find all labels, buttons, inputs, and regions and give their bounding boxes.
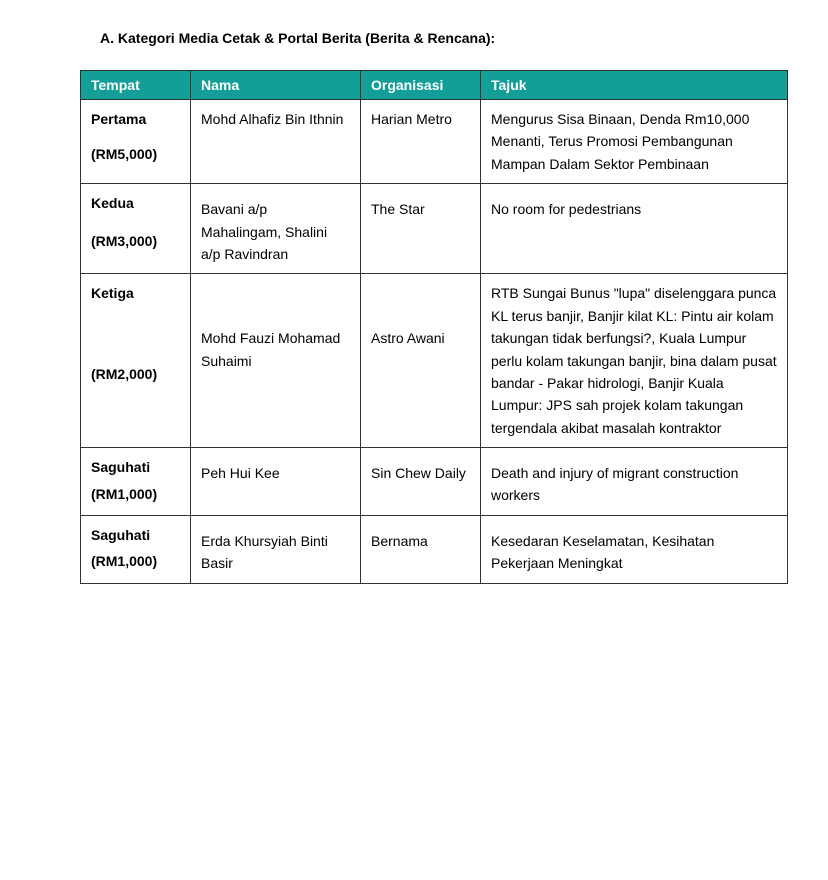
table-row: Saguhati Peh Hui Kee Sin Chew Daily Deat… bbox=[81, 448, 788, 483]
table-header-row: Tempat Nama Organisasi Tajuk bbox=[81, 71, 788, 100]
cell-prize: (RM5,000) bbox=[81, 143, 191, 184]
cell-nama: Peh Hui Kee bbox=[191, 448, 361, 516]
cell-tajuk: Kesedaran Keselamatan, Kesihatan Pekerja… bbox=[481, 515, 788, 583]
cell-place: Pertama bbox=[81, 100, 191, 143]
col-header-tempat: Tempat bbox=[81, 71, 191, 100]
cell-prize: (RM1,000) bbox=[81, 483, 191, 516]
cell-org: Bernama bbox=[361, 515, 481, 583]
cell-prize: (RM3,000) bbox=[81, 230, 191, 274]
cell-nama: Erda Khursyiah Binti Basir bbox=[191, 515, 361, 583]
col-header-organisasi: Organisasi bbox=[361, 71, 481, 100]
section-heading: A. Kategori Media Cetak & Portal Berita … bbox=[100, 30, 768, 46]
table-row: Kedua Bavani a/p Mahalingam, Shalini a/p… bbox=[81, 184, 788, 230]
cell-org: The Star bbox=[361, 184, 481, 274]
cell-org: Harian Metro bbox=[361, 100, 481, 184]
cell-nama: Bavani a/p Mahalingam, Shalini a/p Ravin… bbox=[191, 184, 361, 274]
col-header-tajuk: Tajuk bbox=[481, 71, 788, 100]
awards-table: Tempat Nama Organisasi Tajuk Pertama Moh… bbox=[80, 70, 788, 584]
cell-org: Sin Chew Daily bbox=[361, 448, 481, 516]
cell-nama: Mohd Alhafiz Bin Ithnin bbox=[191, 100, 361, 184]
table-row: Saguhati Erda Khursyiah Binti Basir Bern… bbox=[81, 515, 788, 550]
cell-org: Astro Awani bbox=[361, 274, 481, 448]
cell-prize: (RM1,000) bbox=[81, 550, 191, 583]
col-header-nama: Nama bbox=[191, 71, 361, 100]
cell-tajuk: RTB Sungai Bunus "lupa" diselenggara pun… bbox=[481, 274, 788, 448]
cell-tajuk: No room for pedestrians bbox=[481, 184, 788, 274]
table-row: Pertama Mohd Alhafiz Bin Ithnin Harian M… bbox=[81, 100, 788, 143]
cell-place: Kedua bbox=[81, 184, 191, 230]
cell-nama: Mohd Fauzi Mohamad Suhaimi bbox=[191, 274, 361, 448]
table-row: Ketiga Mohd Fauzi Mohamad Suhaimi Astro … bbox=[81, 274, 788, 364]
cell-prize: (RM2,000) bbox=[81, 363, 191, 447]
cell-place: Ketiga bbox=[81, 274, 191, 364]
cell-place: Saguhati bbox=[81, 448, 191, 483]
cell-tajuk: Death and injury of migrant construction… bbox=[481, 448, 788, 516]
cell-tajuk: Mengurus Sisa Binaan, Denda Rm10,000 Men… bbox=[481, 100, 788, 184]
cell-place: Saguhati bbox=[81, 515, 191, 550]
